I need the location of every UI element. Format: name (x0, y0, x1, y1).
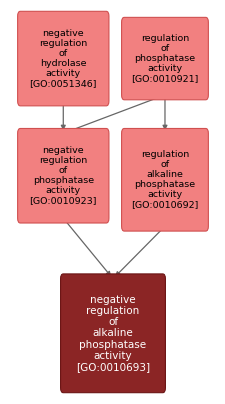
Text: negative
regulation
of
hydrolase
activity
[GO:0051346]: negative regulation of hydrolase activit… (29, 29, 97, 88)
Text: regulation
of
phosphatase
activity
[GO:0010921]: regulation of phosphatase activity [GO:0… (131, 34, 198, 83)
Text: negative
regulation
of
alkaline
phosphatase
activity
[GO:0010693]: negative regulation of alkaline phosphat… (76, 295, 149, 372)
FancyBboxPatch shape (18, 11, 108, 106)
Text: negative
regulation
of
phosphatase
activity
[GO:0010923]: negative regulation of phosphatase activ… (29, 146, 97, 205)
FancyBboxPatch shape (60, 274, 165, 393)
Text: regulation
of
alkaline
phosphatase
activity
[GO:0010692]: regulation of alkaline phosphatase activ… (131, 150, 198, 209)
FancyBboxPatch shape (121, 128, 207, 231)
FancyBboxPatch shape (121, 17, 207, 100)
FancyBboxPatch shape (18, 128, 108, 223)
